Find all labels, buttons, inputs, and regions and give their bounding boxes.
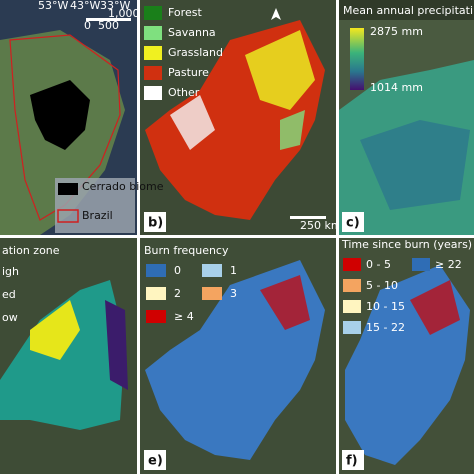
legend-swatch [202, 264, 222, 277]
grassland-area [245, 30, 315, 110]
legend-swatch [144, 6, 162, 20]
legend-label: ed [2, 288, 16, 301]
legend-swatch [144, 26, 162, 40]
legend-label: Savanna [168, 26, 216, 39]
panel-label: c) [346, 216, 360, 231]
title-box [339, 0, 474, 20]
lon-label: 43°W [70, 0, 100, 12]
label-box [144, 450, 166, 470]
legend-label: Forest [168, 6, 202, 19]
legend-label: 10 - 15 [366, 300, 405, 313]
north-arrow [271, 8, 281, 20]
zone-high [30, 300, 80, 360]
legend-label: 0 - 5 [366, 258, 391, 271]
other-area [170, 95, 215, 150]
precip-field [360, 120, 470, 210]
panel-title: Mean annual precipitati [343, 4, 473, 17]
legend-swatch [57, 209, 79, 223]
colorbar [350, 28, 364, 90]
legend-label: Pasture [168, 66, 209, 79]
legend-swatch [343, 279, 361, 292]
legend-label: 5 - 10 [366, 279, 398, 292]
scale-bar [290, 216, 326, 219]
legend-label: igh [2, 265, 19, 278]
legend-label: ≥ 4 [174, 310, 194, 323]
legend-label: Cerrado biome [82, 180, 164, 193]
legend-label: 15 - 22 [366, 321, 405, 334]
zone-low [105, 300, 128, 390]
panel-label: f) [346, 454, 358, 469]
legend-swatch [146, 310, 166, 323]
legend-swatch [343, 321, 361, 334]
panel-title: ation zone [2, 244, 60, 257]
lon-label: 33°W [100, 0, 130, 12]
legend-swatch [146, 287, 166, 300]
panel-label: e) [148, 454, 163, 469]
label-box [342, 212, 364, 232]
legend-swatch [412, 258, 430, 271]
legend-swatch [202, 287, 222, 300]
burn-hotspot [260, 275, 310, 330]
legend-swatch [146, 264, 166, 277]
savanna-area [280, 110, 305, 150]
legend-label: ow [2, 311, 18, 324]
legend-swatch [144, 86, 162, 100]
colorbar-min: 1014 mm [370, 81, 423, 94]
burn-hotspot [410, 280, 460, 335]
label-box [342, 450, 364, 470]
panel-title: Burn frequency [144, 244, 229, 257]
colorbar-max: 2875 mm [370, 25, 423, 38]
panel-label: b) [148, 216, 163, 231]
label-box [144, 212, 166, 232]
scale-label: 0 [84, 19, 91, 32]
legend-label: 0 [174, 264, 181, 277]
legend-label: 3 [230, 287, 237, 300]
scale-label: 250 km [300, 219, 342, 232]
legend-swatch [144, 46, 162, 60]
legend-swatch [343, 258, 361, 271]
cerrado [30, 80, 90, 150]
legend-label: Grassland [168, 46, 223, 59]
legend-swatch [144, 66, 162, 80]
legend-label: Brazil [82, 209, 113, 222]
legend-swatch [343, 300, 361, 313]
scale-bar [86, 18, 131, 21]
legend-label: 1 [230, 264, 237, 277]
panel-title: Time since burn (years) [341, 238, 472, 251]
legend-label: Other [168, 86, 200, 99]
legend-label: ≥ 22 [435, 258, 462, 271]
legend-label: 2 [174, 287, 181, 300]
lon-label: 53°W [38, 0, 68, 12]
scale-label: 500 [98, 19, 119, 32]
legend-swatch [58, 183, 78, 195]
